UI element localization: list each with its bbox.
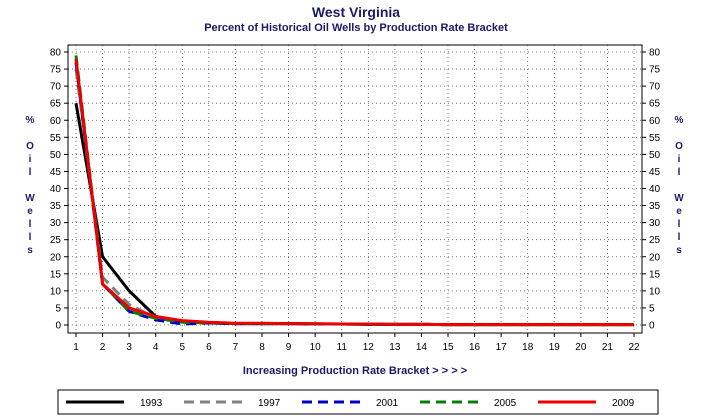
x-tick-label: 2 [100,342,106,353]
x-tick-label: 12 [363,342,375,353]
series-line-1993 [74,102,634,327]
y-tick-label-left: 30 [50,218,62,229]
y-tick-label-left: 75 [50,65,62,76]
series-line-2009 [74,58,634,327]
y-tick-label-left: 65 [50,99,62,110]
y-tick-label-left: 20 [50,252,62,263]
y-tick-label-left: 40 [50,184,62,195]
y-tick-label-left: 15 [50,269,62,280]
x-tick-label: 4 [153,342,159,353]
x-tick-label: 7 [233,342,239,353]
legend-label-2005: 2005 [494,398,517,409]
x-tick-label: 14 [416,342,428,353]
legend-label-1993: 1993 [140,398,163,409]
y-tick-label-right: 50 [649,150,661,161]
series-lines [74,55,634,327]
y-tick-label-right: 70 [649,82,661,93]
legend-label-2009: 2009 [612,398,635,409]
x-tick-label: 22 [628,342,640,353]
x-tick-label: 20 [575,342,587,353]
y-tick-label-right: 75 [649,65,661,76]
chart-title: West Virginia [312,4,400,20]
x-tick-label: 1 [73,342,79,353]
y-tick-label-right: 0 [649,321,655,332]
x-tick-label: 21 [602,342,614,353]
x-tick-label: 18 [522,342,534,353]
y-tick-label-left: 70 [50,82,62,93]
y-tick-label-right: 15 [649,269,661,280]
x-tick-label: 6 [206,342,212,353]
series-line-1997 [74,68,634,327]
y-tick-label-right: 25 [649,235,661,246]
y-tick-label-right: 5 [649,303,655,314]
y-tick-label-left: 60 [50,116,62,127]
grid [68,45,642,333]
x-tick-label: 13 [389,342,401,353]
y-tick-label-right: 10 [649,286,661,297]
x-tick-label: 17 [496,342,508,353]
series-line-2001 [74,62,634,327]
x-tick-label: 5 [180,342,186,353]
y-tick-label-left: 10 [50,286,62,297]
x-tick-label: 3 [126,342,132,353]
x-tick-label: 9 [286,342,292,353]
y-tick-label-left: 80 [50,48,62,59]
x-tick-label: 19 [549,342,561,353]
y-tick-label-right: 30 [649,218,661,229]
x-tick-label: 8 [259,342,265,353]
x-tick-label: 11 [337,342,348,353]
y-tick-label-right: 80 [649,48,661,59]
y-tick-label-right: 35 [649,201,661,212]
series-line-2005 [74,55,634,327]
y-tick-label-left: 0 [55,321,61,332]
y-tick-label-right: 20 [649,252,661,263]
y-tick-label-right: 60 [649,116,661,127]
legend: 1993 1997 2001 2005 2009 [66,398,635,409]
y-tick-label-right: 65 [649,99,661,110]
y-tick-label-left: 5 [55,303,61,314]
y-tick-label-right: 40 [649,184,661,195]
legend-label-1997: 1997 [258,398,281,409]
y-tick-label-left: 55 [50,133,62,144]
y-tick-label-right: 45 [649,167,661,178]
y-tick-label-right: 55 [649,133,661,144]
y-tick-label-left: 50 [50,150,62,161]
y-tick-label-left: 25 [50,235,62,246]
legend-box [57,389,659,415]
y-tick-label-left: 45 [50,167,62,178]
x-axis-label: Increasing Production Rate Bracket > > >… [243,365,467,377]
plot-frame [67,44,643,334]
tick-labels: 1 2 3 4 5 6 7 8 9 10 11 12 13 14 15 16 17 18 19 20 21 220 05 51… [50,48,661,354]
x-tick-label: 15 [442,342,454,353]
x-tick-label: 10 [310,342,322,353]
chart-subtitle: Percent of Historical Oil Wells by Produ… [204,22,508,34]
x-tick-label: 16 [469,342,481,353]
legend-label-2001: 2001 [376,398,399,409]
y-tick-label-left: 35 [50,201,62,212]
